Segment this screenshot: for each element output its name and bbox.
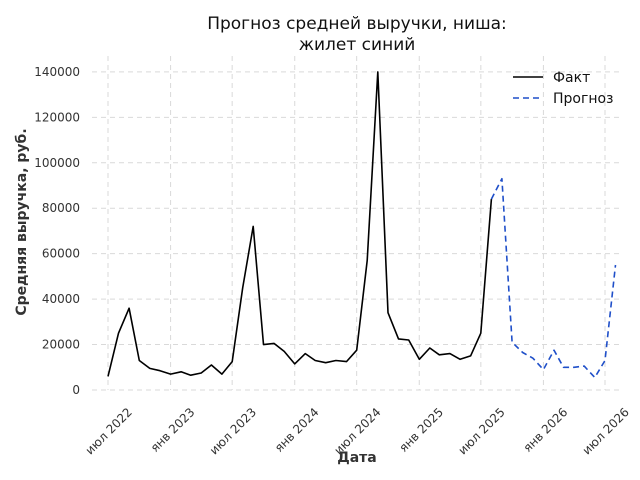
legend: Факт Прогноз [513, 70, 614, 107]
grid [92, 56, 622, 391]
y-tick-label: 60000 [42, 247, 80, 261]
x-axis-label: Дата [337, 450, 376, 466]
y-tick-label: 140000 [34, 65, 80, 79]
y-tick-label: 100000 [34, 156, 80, 170]
y-tick-label: 0 [72, 383, 80, 397]
y-tick-label: 40000 [42, 292, 80, 306]
x-tick-label: янв 2026 [521, 405, 571, 455]
y-tick-label: 120000 [34, 110, 80, 124]
series-layer [107, 71, 617, 379]
series-line-fact [107, 71, 493, 377]
legend-label-forecast: Прогноз [553, 91, 614, 107]
chart-title-line-1: Прогноз средней выручки, ниша: [207, 14, 507, 34]
x-tick-label: июл 2022 [83, 405, 135, 457]
legend-label-fact: Факт [553, 70, 590, 86]
x-tick-label: июл 2026 [580, 405, 632, 457]
series-line-forecast [490, 177, 617, 379]
x-tick-label: янв 2024 [272, 405, 322, 455]
y-tick-label: 20000 [42, 338, 80, 352]
x-tick-label: июл 2025 [455, 405, 507, 457]
y-tick-label: 80000 [42, 201, 80, 215]
x-tick-label: янв 2025 [396, 405, 446, 455]
chart-title-line-2: жилет синий [299, 35, 416, 55]
y-axis-ticks: 0 20000 40000 60000 80000 100000 120000 140000 [34, 65, 80, 397]
x-tick-label: янв 2023 [148, 405, 198, 455]
y-axis-label: Средняя выручка, руб. [14, 128, 30, 315]
x-tick-label: июл 2023 [207, 405, 259, 457]
